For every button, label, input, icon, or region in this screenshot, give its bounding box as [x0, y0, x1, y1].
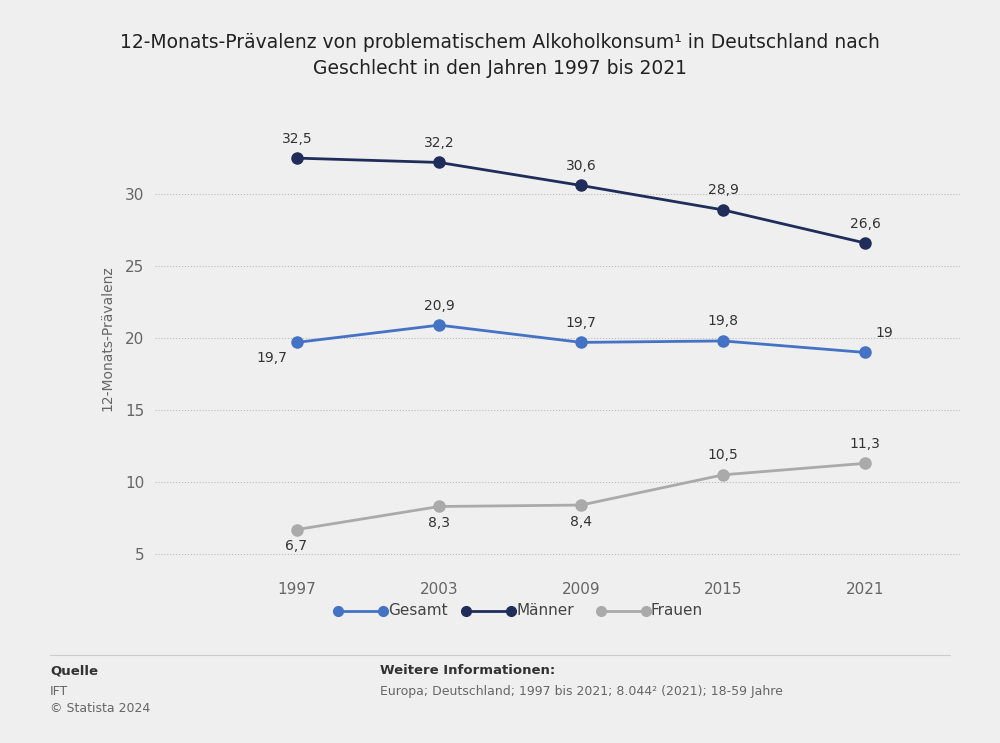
Text: 20,9: 20,9 [424, 299, 454, 313]
Text: 30,6: 30,6 [566, 159, 597, 173]
Text: 8,4: 8,4 [570, 515, 592, 529]
Text: 19,7: 19,7 [257, 351, 287, 365]
Text: 19,8: 19,8 [708, 314, 739, 328]
Text: Männer: Männer [516, 603, 574, 618]
Text: 28,9: 28,9 [708, 184, 739, 198]
Text: Gesamt: Gesamt [388, 603, 448, 618]
Text: 32,5: 32,5 [282, 132, 312, 146]
Text: IFT: IFT [50, 685, 68, 698]
Text: Frauen: Frauen [651, 603, 703, 618]
Text: 19: 19 [876, 326, 894, 340]
Text: 32,2: 32,2 [424, 136, 454, 150]
Y-axis label: 12-Monats-Prävalenz: 12-Monats-Prävalenz [100, 265, 114, 411]
Text: 26,6: 26,6 [850, 216, 881, 230]
Text: Quelle: Quelle [50, 664, 98, 677]
Text: 12-Monats-Prävalenz von problematischem Alkoholkonsum¹ in Deutschland nach
Gesch: 12-Monats-Prävalenz von problematischem … [120, 33, 880, 79]
Text: © Statista 2024: © Statista 2024 [50, 702, 150, 715]
Text: 19,7: 19,7 [566, 316, 597, 330]
Text: Europa; Deutschland; 1997 bis 2021; 8.044² (2021); 18-59 Jahre: Europa; Deutschland; 1997 bis 2021; 8.04… [380, 685, 783, 698]
Text: 11,3: 11,3 [850, 437, 881, 451]
Text: 6,7: 6,7 [285, 539, 307, 553]
Text: Weitere Informationen:: Weitere Informationen: [380, 664, 555, 677]
Text: 10,5: 10,5 [708, 448, 739, 462]
Text: 8,3: 8,3 [428, 516, 450, 530]
